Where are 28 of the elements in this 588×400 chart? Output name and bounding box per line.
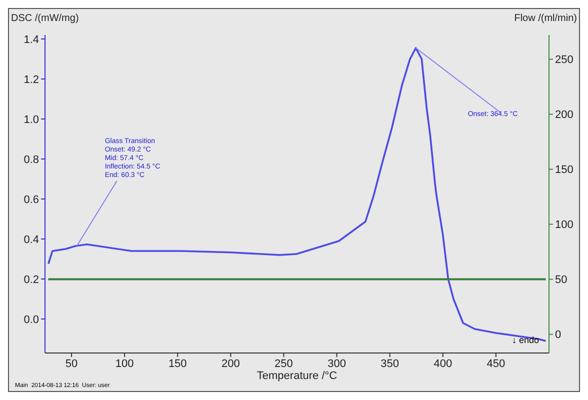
y-tick-label: 0.2 bbox=[24, 274, 39, 286]
y-tick-label: 1.4 bbox=[24, 34, 39, 46]
line-series bbox=[47, 47, 547, 342]
y-tick-label: 0.6 bbox=[24, 194, 39, 206]
x-tick-label: 350 bbox=[380, 358, 400, 370]
y2-tick-label: 250 bbox=[555, 54, 574, 66]
x-tick-label: 450 bbox=[486, 358, 506, 370]
y2-tick-label: 0 bbox=[555, 329, 562, 342]
x-axis-title: Temperature /°C bbox=[256, 370, 338, 382]
y2-tick-label: 150 bbox=[555, 164, 574, 176]
y2-tick-label: 100 bbox=[555, 219, 574, 232]
x-tick-label: 150 bbox=[168, 358, 187, 370]
x-tick-label: 250 bbox=[274, 358, 293, 370]
x-tick-label: 300 bbox=[328, 358, 346, 370]
y-tick-label: 1.2 bbox=[24, 74, 39, 86]
x-tick-label: 400 bbox=[434, 358, 452, 370]
annotation: ↓ endo bbox=[512, 335, 539, 345]
y-axis-title: DSC /(mW/mg) bbox=[11, 13, 79, 24]
x-tick-label: 100 bbox=[115, 358, 134, 370]
y-tick-label: 1.0 bbox=[24, 114, 39, 126]
x-tick-label: 50 bbox=[65, 358, 78, 370]
y-tick-label: 0.0 bbox=[24, 314, 39, 326]
y2-tick-label: 50 bbox=[555, 274, 568, 286]
x-tick-label: 200 bbox=[222, 358, 240, 370]
y2-axis-title: Flow /(ml/min) bbox=[514, 13, 577, 24]
y-tick-label: 0.4 bbox=[24, 234, 39, 246]
y2-tick-label: 200 bbox=[555, 109, 574, 122]
y-tick-label: 0.8 bbox=[24, 154, 39, 166]
